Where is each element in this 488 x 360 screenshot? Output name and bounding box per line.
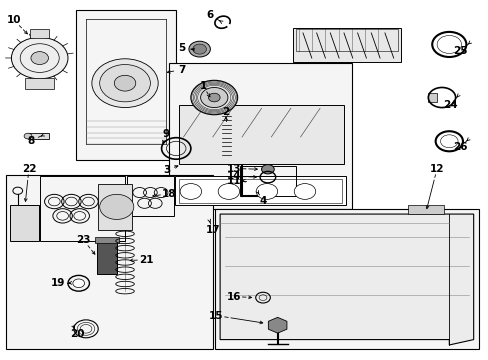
Bar [40, 176, 125, 241]
Bar [168, 63, 351, 209]
Text: 16: 16 [226, 292, 241, 302]
Text: 21: 21 [139, 255, 153, 265]
Circle shape [100, 64, 150, 102]
Circle shape [73, 279, 84, 288]
Circle shape [190, 80, 237, 115]
Text: 14: 14 [226, 171, 241, 181]
Bar [97, 242, 117, 274]
Text: 6: 6 [206, 10, 214, 20]
Polygon shape [268, 318, 286, 333]
Text: 24: 24 [442, 100, 457, 110]
Circle shape [208, 93, 220, 102]
Bar [76, 10, 176, 160]
Bar [295, 30, 397, 51]
Circle shape [180, 184, 201, 199]
Bar [407, 205, 444, 214]
Polygon shape [220, 214, 473, 345]
Text: 26: 26 [452, 142, 467, 152]
Text: 9: 9 [163, 129, 170, 139]
Bar [30, 30, 49, 39]
Circle shape [294, 184, 315, 199]
Text: 10: 10 [7, 15, 21, 26]
Text: 5: 5 [178, 43, 185, 53]
Text: 2: 2 [222, 107, 229, 117]
Bar [178, 105, 344, 164]
Text: 15: 15 [208, 311, 223, 320]
Circle shape [24, 133, 32, 139]
Bar [178, 179, 341, 203]
Circle shape [114, 75, 136, 91]
Text: 13: 13 [226, 163, 241, 174]
Circle shape [192, 44, 206, 54]
Bar [127, 176, 173, 216]
Text: 3: 3 [163, 165, 170, 175]
Text: 12: 12 [429, 163, 444, 174]
Text: 19: 19 [51, 278, 65, 288]
Bar [10, 205, 39, 241]
Text: 23: 23 [76, 235, 91, 245]
Text: 4: 4 [259, 196, 266, 206]
Bar [25, 78, 54, 89]
Bar [27, 134, 49, 139]
Bar [239, 166, 295, 196]
Text: 18: 18 [162, 189, 176, 199]
Text: 25: 25 [452, 46, 467, 56]
Circle shape [200, 87, 227, 108]
Circle shape [92, 59, 158, 108]
Circle shape [256, 184, 277, 199]
Bar [175, 176, 345, 205]
Circle shape [188, 41, 210, 57]
Circle shape [100, 194, 134, 220]
Circle shape [261, 165, 274, 174]
Bar [5, 175, 212, 348]
Text: 8: 8 [27, 136, 35, 145]
Text: 11: 11 [226, 176, 241, 186]
Circle shape [218, 184, 239, 199]
Text: 1: 1 [199, 81, 206, 91]
Text: 7: 7 [178, 64, 185, 75]
Text: 22: 22 [21, 163, 36, 174]
Text: 20: 20 [70, 329, 85, 339]
Circle shape [31, 51, 48, 64]
Bar [215, 209, 478, 348]
Circle shape [11, 37, 68, 79]
Bar [95, 237, 119, 243]
Text: 17: 17 [205, 225, 220, 235]
Bar [98, 184, 132, 230]
Bar [427, 93, 436, 102]
Bar [293, 28, 400, 62]
